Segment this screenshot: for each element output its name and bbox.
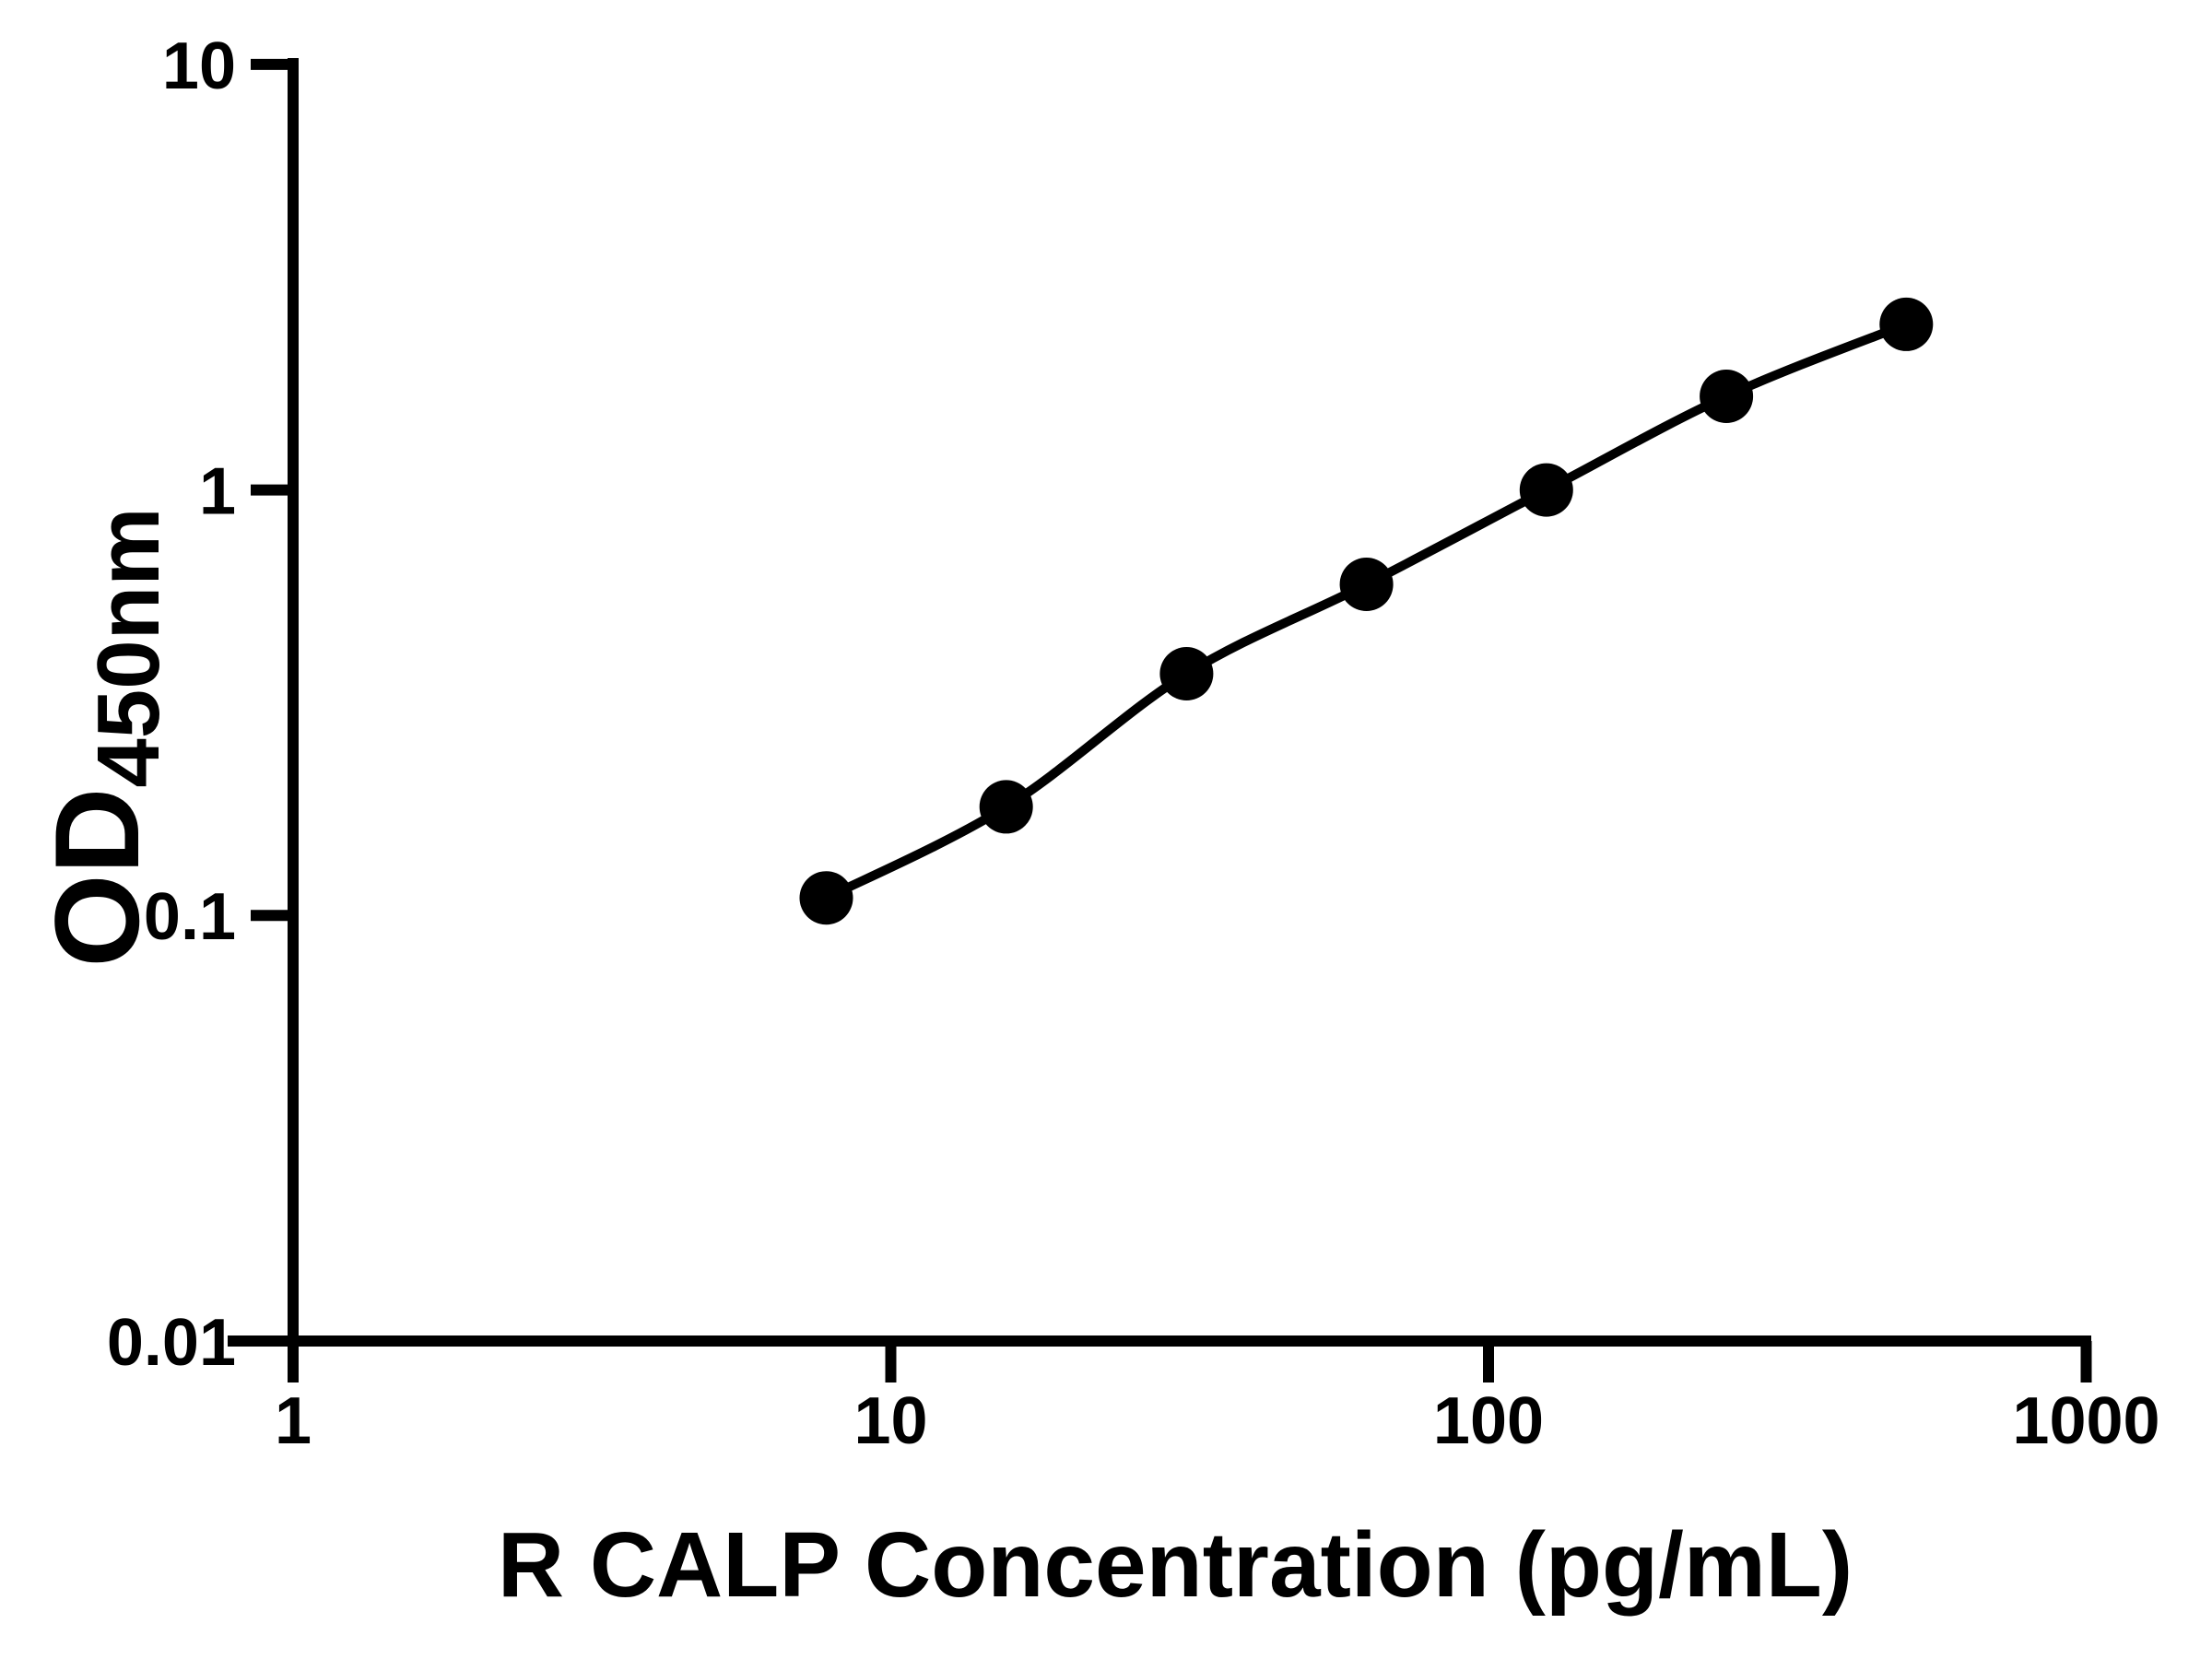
x-tick-label: 1000 [2012, 1384, 2159, 1458]
y-tick-label: 1 [199, 455, 236, 529]
axes-layer [228, 58, 2092, 1382]
data-point [1159, 647, 1214, 700]
plot-layer [799, 297, 1934, 925]
data-point [1879, 297, 1934, 351]
x-tick-label: 10 [853, 1384, 927, 1458]
tick-label-layer: 1 10 100 1000 10 1 0.1 0.01 [107, 29, 2160, 1458]
x-tick-label: 1 [275, 1384, 312, 1458]
y-axis-title-main: OD [29, 788, 164, 968]
data-point [1339, 558, 1394, 611]
y-tick-label: 0.01 [107, 1306, 236, 1380]
data-point [799, 871, 853, 925]
x-axis-title: R CALP Concentration (pg/mL) [498, 1513, 1853, 1617]
y-tick-label: 10 [162, 29, 236, 103]
data-point [1519, 463, 1573, 517]
x-tick-label: 100 [1433, 1384, 1544, 1458]
data-point [979, 780, 1033, 834]
data-point [1700, 370, 1754, 423]
y-axis-title-subscript: 450nm [79, 507, 178, 787]
y-axis-title: OD450nm [29, 507, 178, 967]
y-tick-label: 0.1 [144, 880, 236, 954]
